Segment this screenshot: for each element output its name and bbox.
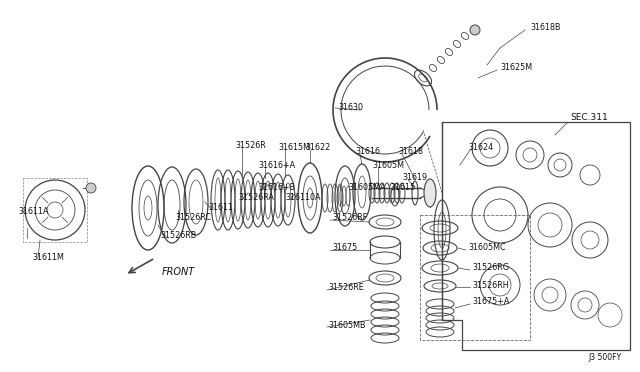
Text: 31675: 31675 bbox=[332, 244, 357, 253]
Text: 31675+A: 31675+A bbox=[472, 298, 509, 307]
Bar bbox=[23, 178, 87, 242]
Text: 31611M: 31611M bbox=[32, 253, 64, 263]
Text: 31616: 31616 bbox=[355, 148, 380, 157]
Text: 31526RB: 31526RB bbox=[160, 231, 196, 240]
Text: 31611: 31611 bbox=[208, 203, 233, 212]
Text: 31526R: 31526R bbox=[235, 141, 266, 150]
Text: 31615: 31615 bbox=[390, 183, 415, 192]
Text: 31526RG: 31526RG bbox=[472, 263, 509, 273]
Ellipse shape bbox=[424, 179, 436, 207]
Text: 31605M: 31605M bbox=[372, 160, 404, 170]
Text: 31526RC: 31526RC bbox=[175, 214, 211, 222]
Circle shape bbox=[86, 183, 96, 193]
Text: 31605MA: 31605MA bbox=[348, 183, 385, 192]
Text: 31605MB: 31605MB bbox=[328, 321, 365, 330]
Bar bbox=[420, 215, 530, 340]
Text: 31618: 31618 bbox=[398, 148, 423, 157]
Text: 31625M: 31625M bbox=[500, 64, 532, 73]
Text: FRONT: FRONT bbox=[162, 267, 195, 277]
Text: 31622: 31622 bbox=[305, 144, 330, 153]
Text: 31611A: 31611A bbox=[18, 208, 49, 217]
Text: 316110A: 316110A bbox=[285, 193, 321, 202]
Text: 31605MC: 31605MC bbox=[468, 244, 506, 253]
Text: 31526RH: 31526RH bbox=[472, 280, 509, 289]
Text: J3 500FY: J3 500FY bbox=[588, 353, 621, 362]
Text: 31618B: 31618B bbox=[530, 23, 561, 32]
Circle shape bbox=[470, 25, 480, 35]
Text: 31526RE: 31526RE bbox=[328, 283, 364, 292]
Text: SEC.311: SEC.311 bbox=[570, 113, 608, 122]
Text: 31616+B: 31616+B bbox=[258, 183, 295, 192]
Text: 31630: 31630 bbox=[338, 103, 363, 112]
Text: 31619: 31619 bbox=[402, 173, 427, 183]
Text: 31624: 31624 bbox=[468, 144, 493, 153]
Text: 31526RF: 31526RF bbox=[332, 214, 367, 222]
Text: 31615M: 31615M bbox=[278, 144, 310, 153]
Text: 31616+A: 31616+A bbox=[258, 160, 295, 170]
Text: 31526RA: 31526RA bbox=[238, 193, 274, 202]
